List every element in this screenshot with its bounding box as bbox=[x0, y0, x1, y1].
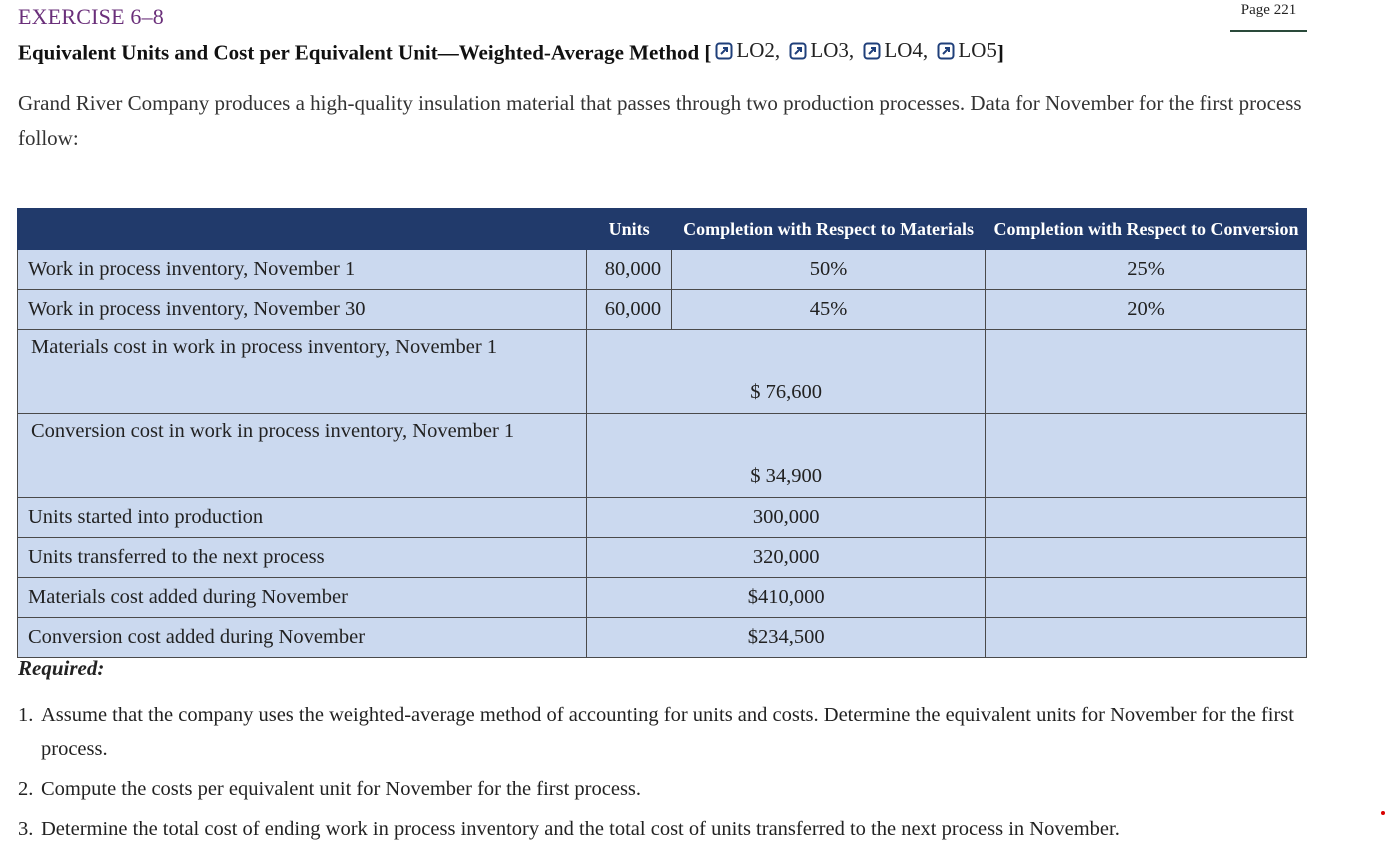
header-blank bbox=[16, 208, 588, 250]
lo2-link[interactable]: LO2, bbox=[711, 38, 780, 63]
empty-cell bbox=[985, 413, 1307, 498]
lo3-label: LO3, bbox=[810, 38, 855, 62]
list-item: 3. Determine the total cost of ending wor… bbox=[18, 812, 1318, 846]
amount-cell: $ 34,900 bbox=[586, 413, 987, 498]
lo3-link[interactable]: LO3, bbox=[785, 38, 854, 63]
intro-paragraph: Grand River Company produces a high-qual… bbox=[18, 91, 1302, 150]
item-text: Compute the costs per equivalent unit fo… bbox=[41, 778, 642, 800]
table-row: Units started into production 300,000 bbox=[16, 497, 1307, 538]
header-conversion: Completion with Respect to Conversion bbox=[985, 208, 1307, 250]
lo4-label: LO4, bbox=[884, 38, 929, 62]
exercise-subtitle: Equivalent Units and Cost per Equivalent… bbox=[18, 38, 1004, 66]
row-label: Materials cost in work in process invent… bbox=[16, 329, 588, 414]
list-item: 1. Assume that the company uses the weigh… bbox=[18, 698, 1318, 766]
subtitle-text: Equivalent Units and Cost per Equivalent… bbox=[18, 40, 712, 65]
empty-cell bbox=[985, 329, 1307, 414]
amount-cell: $ 76,600 bbox=[586, 329, 987, 414]
required-heading: Required: bbox=[18, 656, 105, 680]
row-label: Units started into production bbox=[16, 497, 588, 538]
external-link-icon bbox=[937, 42, 955, 59]
table-row: Materials cost in work in process invent… bbox=[16, 329, 1307, 414]
table-row: Units transferred to the next process 32… bbox=[16, 537, 1307, 578]
item-number: 2. bbox=[18, 778, 34, 800]
lo5-label: LO5 bbox=[958, 38, 997, 62]
conversion-cell: 25% bbox=[985, 249, 1307, 290]
item-number: 3. bbox=[18, 818, 34, 840]
empty-cell bbox=[985, 617, 1307, 658]
units-cell: 80,000 bbox=[586, 249, 673, 290]
amount-cell: $234,500 bbox=[586, 617, 987, 658]
lo4-link[interactable]: LO4, bbox=[859, 38, 928, 63]
empty-cell bbox=[985, 497, 1307, 538]
row-label: Units transferred to the next process bbox=[16, 537, 588, 578]
materials-cell: 45% bbox=[671, 289, 987, 330]
header-materials: Completion with Respect to Materials bbox=[671, 208, 987, 250]
amount-cell: $410,000 bbox=[586, 577, 987, 618]
lo2-label: LO2, bbox=[736, 38, 781, 62]
lo5-link[interactable]: LO5 bbox=[933, 38, 997, 63]
row-label: Work in process inventory, November 1 bbox=[16, 249, 588, 290]
page-number: Page 221 bbox=[1230, 0, 1307, 32]
process-data-table: Units Completion with Respect to Materia… bbox=[16, 208, 1307, 658]
row-label: Conversion cost in work in process inven… bbox=[16, 413, 588, 498]
amount-cell: 320,000 bbox=[586, 537, 987, 578]
item-text: Determine the total cost of ending work … bbox=[41, 818, 1120, 840]
exercise-title: EXERCISE 6–8 bbox=[18, 4, 165, 29]
external-link-icon bbox=[789, 42, 807, 59]
external-link-icon bbox=[715, 42, 733, 59]
row-label: Conversion cost added during November bbox=[16, 617, 588, 658]
table-row: Work in process inventory, November 30 6… bbox=[16, 289, 1307, 330]
list-item: 2. Compute the costs per equivalent unit … bbox=[18, 772, 1318, 806]
table-header-row: Units Completion with Respect to Materia… bbox=[16, 208, 1307, 250]
subtitle-end: ] bbox=[996, 40, 1004, 65]
row-label: Work in process inventory, November 30 bbox=[16, 289, 588, 330]
header-units: Units bbox=[586, 208, 673, 250]
requirements-list: 1. Assume that the company uses the weigh… bbox=[18, 698, 1318, 852]
item-text: Assume that the company uses the weighte… bbox=[41, 704, 1294, 760]
units-cell: 60,000 bbox=[586, 289, 673, 330]
table-row: Conversion cost in work in process inven… bbox=[16, 413, 1307, 498]
item-number: 1. bbox=[18, 704, 34, 726]
amount-cell: 300,000 bbox=[586, 497, 987, 538]
row-label: Materials cost added during November bbox=[16, 577, 588, 618]
empty-cell bbox=[985, 577, 1307, 618]
external-link-icon bbox=[863, 42, 881, 59]
conversion-cell: 20% bbox=[985, 289, 1307, 330]
cursor-dot bbox=[1381, 811, 1385, 815]
table-row: Materials cost added during November $41… bbox=[16, 577, 1307, 618]
empty-cell bbox=[985, 537, 1307, 578]
materials-cell: 50% bbox=[671, 249, 987, 290]
table-row: Work in process inventory, November 1 80… bbox=[16, 249, 1307, 290]
table-row: Conversion cost added during November $2… bbox=[16, 617, 1307, 658]
